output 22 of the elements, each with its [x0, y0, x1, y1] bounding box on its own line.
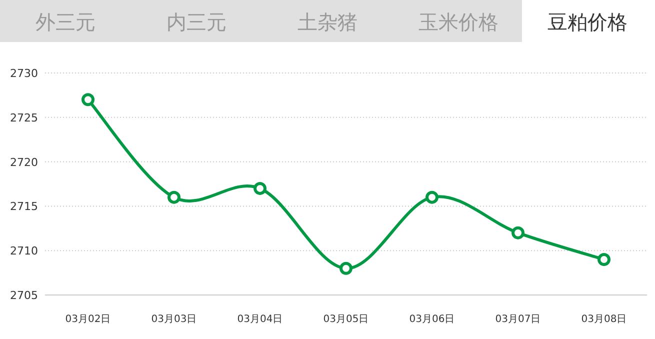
y-tick-label: 2715	[10, 200, 38, 214]
y-tick-label: 2720	[10, 156, 38, 169]
x-tick-label: 03月07日	[495, 314, 541, 325]
y-tick-label: 2705	[10, 289, 38, 302]
y-tick-label: 2730	[10, 67, 38, 80]
x-tick-label: 03月05日	[323, 314, 369, 325]
y-tick-label: 2725	[10, 111, 38, 124]
point	[426, 190, 438, 204]
point	[598, 252, 610, 266]
x-tick-label: 03月04日	[237, 314, 283, 325]
chart-title: 豆粕价格	[548, 10, 628, 34]
x-tick-label: 03月08日	[581, 314, 627, 325]
point	[82, 93, 94, 106]
point	[512, 226, 524, 240]
x-tick-label: 03月06日	[409, 314, 455, 325]
point	[340, 262, 352, 275]
x-tick-label: 03月02日	[65, 314, 111, 325]
tabs: 外三元 内三元 土杂猪 玉米价格 豆粕价格	[0, 0, 655, 42]
point	[168, 190, 180, 204]
point	[254, 182, 266, 195]
y-tick-label: 2710	[10, 244, 38, 258]
x-tick-label: 03月03日	[151, 314, 197, 325]
